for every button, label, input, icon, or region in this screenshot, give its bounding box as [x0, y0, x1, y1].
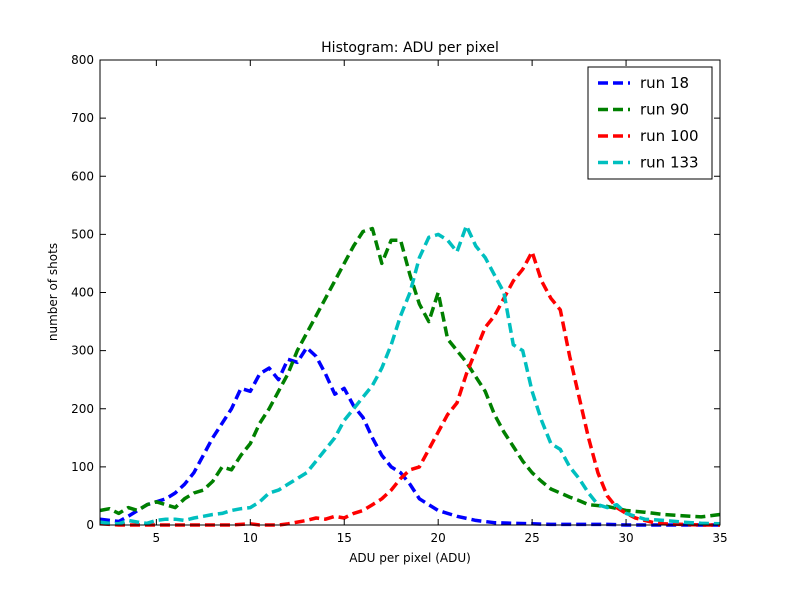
- x-tick-label: 15: [337, 531, 352, 545]
- y-tick-label: 0: [86, 518, 94, 532]
- x-axis-label: ADU per pixel (ADU): [349, 551, 471, 565]
- y-tick-label: 600: [71, 169, 94, 183]
- y-tick-label: 400: [71, 286, 94, 300]
- legend-label-4: run 133: [640, 154, 699, 172]
- legend-box: [587, 66, 713, 180]
- y-axis-label: number of shots: [46, 243, 60, 341]
- y-tick-label: 300: [71, 344, 94, 358]
- x-tick-label: 30: [618, 531, 633, 545]
- y-tick-label: 700: [71, 111, 94, 125]
- x-tick-label: 20: [431, 531, 446, 545]
- y-tick-label: 200: [71, 402, 94, 416]
- series-line-3: [99, 250, 720, 527]
- legend-label-1: run 18: [640, 74, 689, 92]
- legend-label-3: run 100: [640, 127, 699, 145]
- series-line-2: [99, 226, 721, 519]
- y-tick-label: 800: [71, 53, 94, 67]
- legend-label-2: run 90: [640, 101, 689, 119]
- y-tick-label: 500: [71, 227, 94, 241]
- x-tick-label: 10: [243, 531, 258, 545]
- series-line-4: [99, 223, 721, 526]
- x-axis-ticks: 5 10 15 20 25 30 35: [153, 60, 728, 545]
- y-axis-ticks: 0 100 200 300 400 500 600 700 800: [71, 53, 720, 532]
- y-tick-label: 100: [71, 460, 94, 474]
- x-tick-label: 35: [712, 531, 727, 545]
- legend: run 18 run 90 run 100 run 133: [587, 66, 713, 180]
- plot-lines: [99, 223, 721, 527]
- chart-title: Histogram: ADU per pixel: [321, 40, 499, 56]
- x-tick-label: 5: [153, 531, 161, 545]
- x-tick-label: 25: [524, 531, 539, 545]
